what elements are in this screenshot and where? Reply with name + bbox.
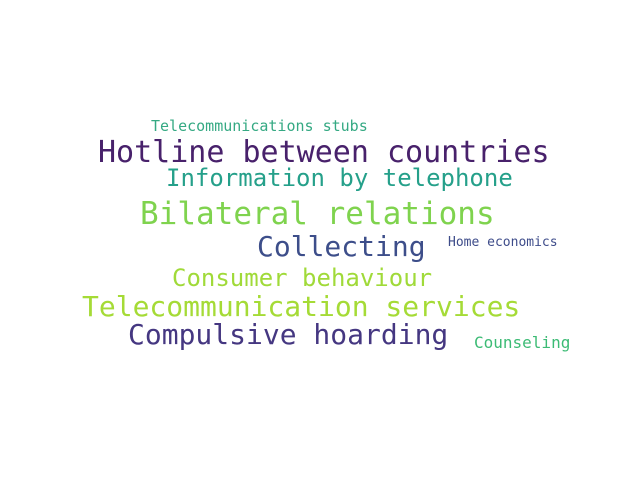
- word-home-economics: Home economics: [448, 235, 558, 250]
- word-telecommunications-stubs: Telecommunications stubs: [151, 117, 368, 135]
- word-hotline-between-countries: Hotline between countries: [98, 135, 550, 170]
- word-telecommunication-services: Telecommunication services: [82, 290, 521, 323]
- word-bilateral-relations: Bilateral relations: [140, 196, 495, 232]
- word-counseling: Counseling: [474, 333, 571, 352]
- word-consumer-behaviour: Consumer behaviour: [172, 264, 433, 292]
- word-collecting: Collecting: [257, 230, 426, 263]
- word-compulsive-hoarding: Compulsive hoarding: [128, 318, 449, 351]
- word-information-by-telephone: Information by telephone: [166, 164, 513, 192]
